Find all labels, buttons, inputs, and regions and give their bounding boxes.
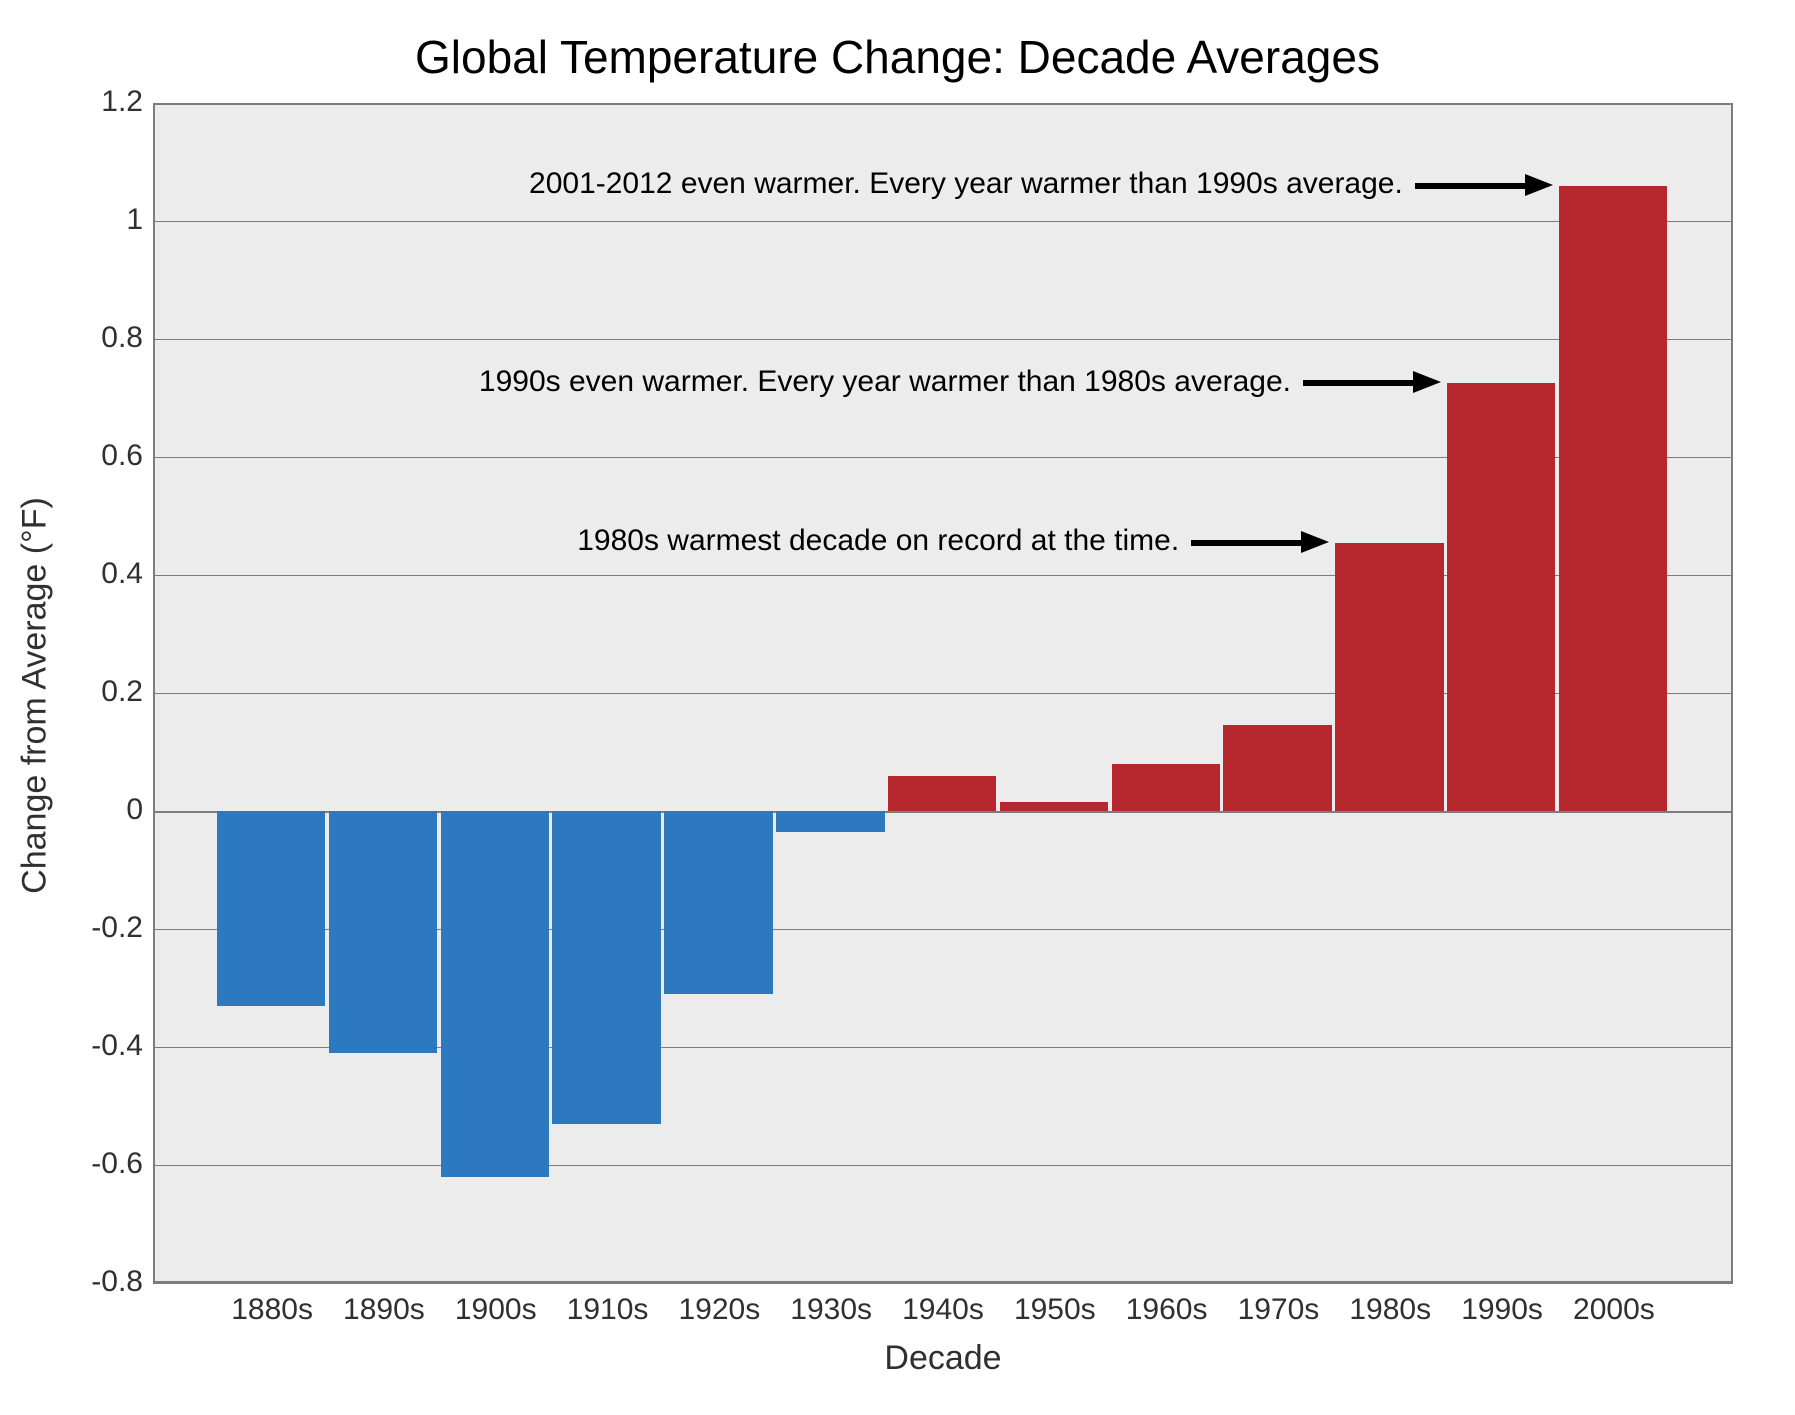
x-tick-label: 1960s bbox=[1111, 1293, 1223, 1327]
plot-area bbox=[153, 103, 1733, 1283]
bar bbox=[776, 811, 884, 832]
gridline bbox=[153, 1283, 1733, 1284]
x-tick-label: 1880s bbox=[216, 1293, 328, 1327]
x-tick-label: 1900s bbox=[440, 1293, 552, 1327]
y-tick-label: 1 bbox=[63, 203, 143, 237]
bar bbox=[217, 811, 325, 1006]
bar bbox=[1559, 186, 1667, 811]
bar bbox=[888, 776, 996, 811]
x-axis-title: Decade bbox=[153, 1339, 1733, 1378]
x-tick-label: 1990s bbox=[1446, 1293, 1558, 1327]
x-tick-label: 1980s bbox=[1334, 1293, 1446, 1327]
x-tick-label: 1940s bbox=[887, 1293, 999, 1327]
bar bbox=[1335, 543, 1443, 811]
bar bbox=[1223, 725, 1331, 811]
y-tick-label: -0.4 bbox=[63, 1029, 143, 1063]
chart-title: Global Temperature Change: Decade Averag… bbox=[0, 30, 1795, 84]
y-tick-label: 0.6 bbox=[63, 439, 143, 473]
bar bbox=[664, 811, 772, 994]
y-tick-label: 0.4 bbox=[63, 557, 143, 591]
bar bbox=[552, 811, 660, 1124]
y-tick-label: 0.2 bbox=[63, 675, 143, 709]
gridline bbox=[153, 221, 1733, 222]
y-tick-label: -0.2 bbox=[63, 911, 143, 945]
y-axis-title: Change from Average (°F) bbox=[16, 106, 55, 1286]
x-tick-label: 2000s bbox=[1558, 1293, 1670, 1327]
bar bbox=[441, 811, 549, 1177]
annotation-text: 1990s even warmer. Every year warmer tha… bbox=[479, 365, 1291, 399]
gridline bbox=[153, 339, 1733, 340]
bar bbox=[1000, 802, 1108, 811]
annotation-text: 1980s warmest decade on record at the ti… bbox=[577, 524, 1179, 558]
bar bbox=[329, 811, 437, 1053]
x-tick-label: 1930s bbox=[775, 1293, 887, 1327]
bar bbox=[1112, 764, 1220, 811]
y-tick-label: 0 bbox=[63, 793, 143, 827]
y-tick-label: 0.8 bbox=[63, 321, 143, 355]
y-tick-label: -0.6 bbox=[63, 1147, 143, 1181]
gridline bbox=[153, 103, 1733, 104]
y-tick-label: -0.8 bbox=[63, 1265, 143, 1299]
x-tick-label: 1920s bbox=[663, 1293, 775, 1327]
chart-container: { "chart": { "type": "bar", "title": "Gl… bbox=[0, 0, 1795, 1415]
x-tick-label: 1970s bbox=[1223, 1293, 1335, 1327]
x-tick-label: 1890s bbox=[328, 1293, 440, 1327]
x-tick-label: 1910s bbox=[552, 1293, 664, 1327]
y-tick-label: 1.2 bbox=[63, 85, 143, 119]
bar bbox=[1447, 383, 1555, 811]
gridline bbox=[153, 1165, 1733, 1166]
annotation-text: 2001-2012 even warmer. Every year warmer… bbox=[529, 167, 1403, 201]
x-tick-label: 1950s bbox=[999, 1293, 1111, 1327]
